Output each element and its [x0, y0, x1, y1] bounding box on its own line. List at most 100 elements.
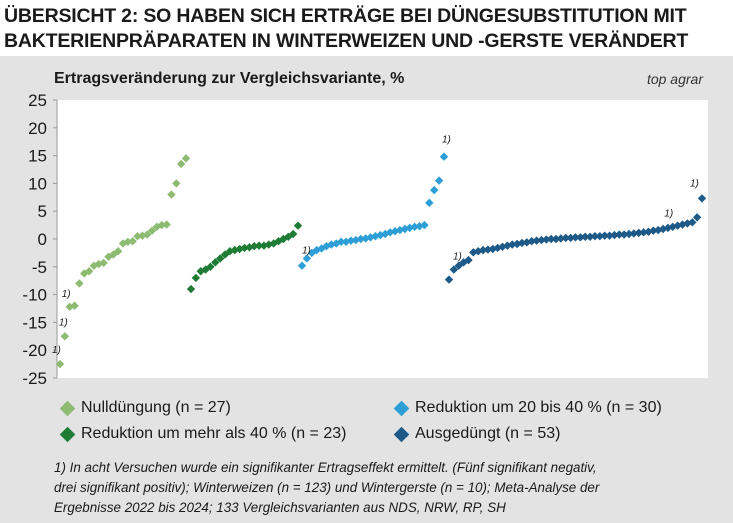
data-point: [464, 255, 473, 265]
data-point: [629, 229, 639, 238]
data-point: [327, 240, 336, 249]
data-point: [322, 242, 331, 251]
footnote-marker: 1): [690, 178, 699, 189]
data-point: [138, 231, 147, 240]
data-point: [390, 227, 400, 236]
legend-item-ausgeduengt: Ausgedüngt (n = 53): [393, 425, 561, 443]
data-point: [615, 230, 624, 239]
y-tick-label: 20: [28, 119, 47, 138]
data-point: [420, 220, 429, 230]
data-point: [425, 198, 434, 208]
data-point: [488, 244, 497, 254]
footnote-marker: 1): [302, 246, 311, 257]
data-point: [400, 224, 410, 234]
data-point: [356, 234, 365, 244]
data-point: [439, 152, 449, 161]
legend-label: Reduktion um mehr als 40 % (n = 23): [81, 425, 347, 442]
legend-marker-icon: [59, 426, 76, 442]
data-point: [351, 235, 361, 245]
data-point: [585, 232, 595, 241]
data-point: [639, 228, 648, 237]
data-point: [181, 154, 191, 163]
data-point: [556, 234, 566, 243]
legend-label: Reduktion um 20 bis 40 % (n = 30): [415, 399, 662, 416]
data-point: [605, 231, 614, 240]
data-point: [254, 241, 264, 250]
data-point: [172, 179, 181, 188]
data-point: [143, 230, 152, 239]
data-point: [600, 231, 609, 240]
data-point: [517, 238, 527, 248]
footnote-line-2: drei signifikant positiv); Winterweizen …: [54, 480, 600, 495]
footnote-marker: 1): [62, 289, 71, 300]
legend-item-nullduengung: Nulldüngung (n = 27): [59, 399, 231, 417]
data-point: [508, 240, 517, 249]
data-point: [118, 239, 128, 248]
data-point: [128, 237, 137, 246]
footnote-marker: 1): [664, 208, 673, 219]
data-point: [147, 226, 157, 235]
data-point: [297, 261, 307, 270]
data-point: [478, 245, 488, 255]
data-point: [644, 227, 653, 236]
chart-subtitle: Ertragsveränderung zur Vergleichsvariant…: [54, 70, 405, 87]
data-point: [346, 236, 356, 245]
data-point: [302, 254, 312, 263]
source-label: top agrar: [646, 71, 703, 87]
data-point: [240, 243, 249, 253]
data-point: [444, 275, 454, 284]
data-point: [250, 242, 259, 251]
data-point: [430, 185, 439, 195]
data-point: [576, 233, 585, 242]
data-point: [133, 232, 142, 241]
data-point: [186, 284, 196, 294]
data-point: [55, 359, 65, 369]
legend-marker-icon: [59, 400, 76, 416]
y-tick-label: 25: [28, 91, 47, 110]
data-point: [449, 265, 459, 274]
legend-label: Ausgedüngt (n = 53): [415, 425, 561, 442]
y-tick-label: -20: [22, 341, 47, 360]
data-point: [157, 220, 166, 230]
data-point: [70, 301, 79, 310]
data-point: [176, 159, 186, 169]
data-point: [610, 230, 619, 240]
data-point: [65, 302, 74, 312]
data-point: [376, 230, 385, 240]
data-point: [624, 229, 634, 239]
y-tick-label: -5: [32, 258, 47, 277]
chart-title: ÜBERSICHT 2: SO HABEN SICH ERTRÄGE BEI D…: [4, 4, 729, 54]
chart-title-line-2: BAKTERIENPRÄPARATEN IN WINTERWEIZEN UND …: [4, 30, 689, 52]
data-point: [590, 232, 600, 241]
data-point: [371, 232, 380, 241]
data-point: [483, 245, 493, 254]
data-point: [167, 190, 176, 199]
y-tick-label: 10: [28, 174, 47, 193]
data-point: [658, 224, 668, 234]
footnote: 1) In acht Versuchen wurde ein signifika…: [54, 458, 724, 518]
data-point: [123, 237, 133, 246]
data-point: [692, 213, 702, 222]
legend-item-reduktion-20-40: Reduktion um 20 bis 40 % (n = 30): [393, 399, 662, 417]
footnote-marker: 1): [453, 252, 462, 263]
footnote-marker: 1): [59, 317, 68, 328]
y-tick-label: -10: [22, 286, 47, 305]
data-point: [274, 237, 283, 246]
y-tick-label: 5: [38, 202, 47, 221]
footnote-marker: 1): [442, 135, 451, 146]
data-point: [60, 332, 70, 341]
footnote-marker: 1): [52, 345, 61, 356]
data-point: [634, 228, 643, 238]
footnote-line-3: Ergebnisse 2022 bis 2024; 133 Vergleichs…: [54, 500, 506, 515]
data-point: [288, 229, 298, 239]
y-tick-label: 15: [28, 147, 47, 166]
legend-item-reduktion-40-plus: Reduktion um mehr als 40 % (n = 23): [59, 425, 347, 443]
data-point: [503, 241, 512, 250]
data-point: [434, 176, 444, 185]
data-point: [546, 234, 556, 244]
data-point: [522, 238, 532, 247]
data-point: [498, 242, 507, 251]
data-point: [532, 236, 541, 245]
data-point: [649, 226, 658, 235]
data-point: [206, 262, 215, 271]
